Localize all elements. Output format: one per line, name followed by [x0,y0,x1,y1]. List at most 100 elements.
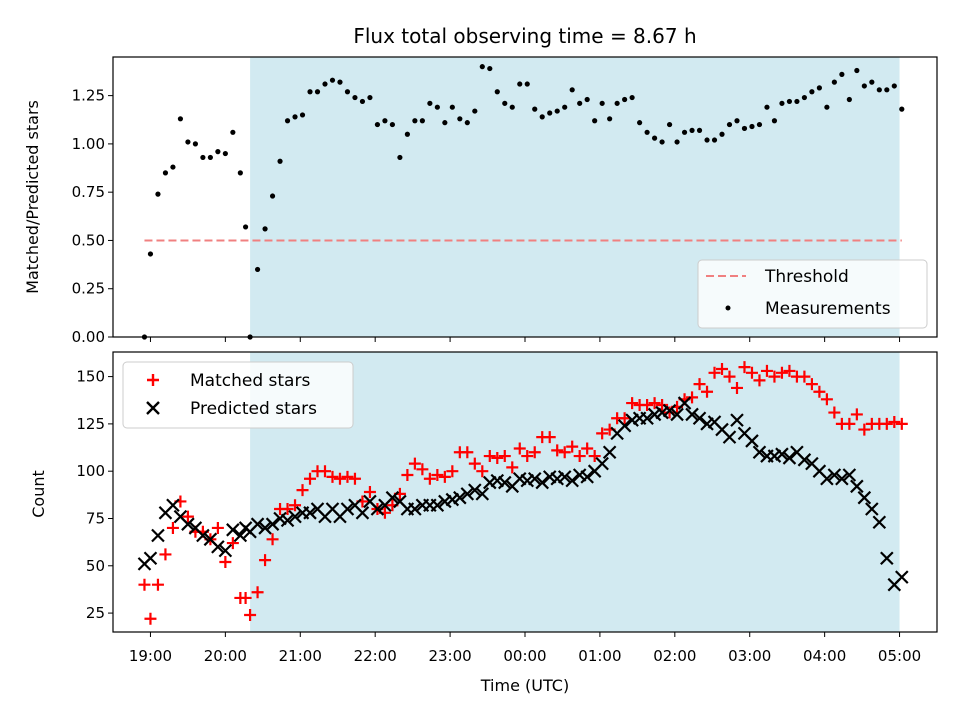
measurement-point [794,98,800,105]
matched-star-point [626,397,639,410]
measurement-point [764,104,770,110]
x-tick-label: 19:00 [129,647,172,665]
matched-star-point [461,446,474,459]
matched-star-point [573,450,586,463]
matched-star-point [723,370,736,383]
predicted-star-point [280,513,295,528]
measurement-point [816,85,822,91]
measurement-point [419,118,425,124]
measurement-point [412,118,418,124]
predicted-star-point [775,447,789,461]
predicted-star-point [602,445,617,460]
matched-star-point [363,486,376,498]
matched-star-point [318,465,331,478]
measurement-point [352,94,358,101]
measurement-point [779,100,785,106]
predicted-star-point [565,473,579,488]
top-y-tick-label: 0.75 [72,183,105,201]
predicted-star-point [827,468,842,482]
top-y-axis-label: Matched/Predicted stars [23,100,42,294]
measurement-point [502,100,508,106]
measurement-point [547,110,553,116]
predicted-star-point [453,490,467,505]
predicted-star-point [617,419,632,433]
matched-star-point [708,366,721,379]
legend-predicted-label: Predicted stars [190,399,317,419]
matched-star-point [476,465,489,478]
top-legend-frame [697,259,928,329]
measurement-point [771,118,778,124]
bottom-plot-frame [112,351,938,633]
matched-star-point [416,463,429,476]
predicted-star-point [385,490,400,505]
measurement-point [449,104,455,110]
legend-measurements-label: Measurements [765,299,891,319]
measurement-point [607,116,613,122]
matched-star-point [226,537,239,550]
measurement-point [711,137,718,143]
x-tick-label: 02:00 [653,647,696,665]
matched-star-point [551,444,564,457]
matched-star-point [211,521,224,534]
matched-star-point [783,364,796,377]
measurement-point [824,104,830,110]
x-axis-label: Time (UTC) [480,676,569,695]
measurement-point [374,121,381,128]
measurement-point [494,89,500,95]
bottom-y-axis-label: Count [29,470,48,518]
measurement-point [539,114,545,120]
measurement-point [689,127,695,133]
predicted-star-point [730,413,744,427]
measurement-point [192,141,198,147]
matched-star-point [805,378,818,391]
measurement-point [846,96,852,103]
predicted-star-point [303,506,317,520]
predicted-star-point [865,502,879,516]
matched-star-point [663,406,676,419]
bottom-panel: 25 50 75 100 125 150 19:00 20:00 21:00 22:00 23:00… [76,351,938,665]
predicted-star-point [685,407,699,422]
measurement-point [659,139,665,145]
matched-star-point [304,472,317,485]
measurement-point [681,129,688,135]
top-y-tick-label: 0.25 [72,280,105,298]
matched-star-point [820,393,833,406]
matched-star-point [446,465,459,478]
matched-star-point [431,468,444,481]
predicted-star-point [692,411,707,425]
chart-title: Flux total observing time = 8.67 h [353,24,696,48]
predicted-star-point [258,521,272,535]
matched-star-point [151,578,164,591]
matched-star-point [498,450,511,463]
predicted-star-point [835,471,849,486]
predicted-star-point [722,430,737,444]
predicted-star-point [640,411,654,425]
measurement-point [367,94,373,101]
measurement-point [337,79,343,85]
predicted-star-point [820,471,834,486]
measurement-point [644,129,650,135]
legend-measurements-swatch [725,305,731,311]
predicted-star-point [677,396,692,410]
measurement-point [614,100,620,106]
predicted-star-point [288,509,302,524]
measurement-point [831,79,837,85]
matched-star-point [730,381,743,394]
predicted-star-point [880,551,894,565]
x-tick-label: 03:00 [728,647,771,665]
predicted-star-point [797,453,812,467]
measurement-point [517,81,523,87]
predicted-star-point [430,498,445,513]
measurement-point [442,120,448,126]
x-tick-label: 23:00 [428,647,471,665]
measurement-point [637,120,643,126]
matched-star-point [558,446,571,459]
matched-star-point [506,461,519,474]
measurement-point [242,224,249,230]
measurement-point [854,67,860,74]
measurement-point [329,77,336,83]
measurement-point [322,81,328,87]
predicted-star-point [143,551,158,565]
measurement-point [809,89,815,95]
